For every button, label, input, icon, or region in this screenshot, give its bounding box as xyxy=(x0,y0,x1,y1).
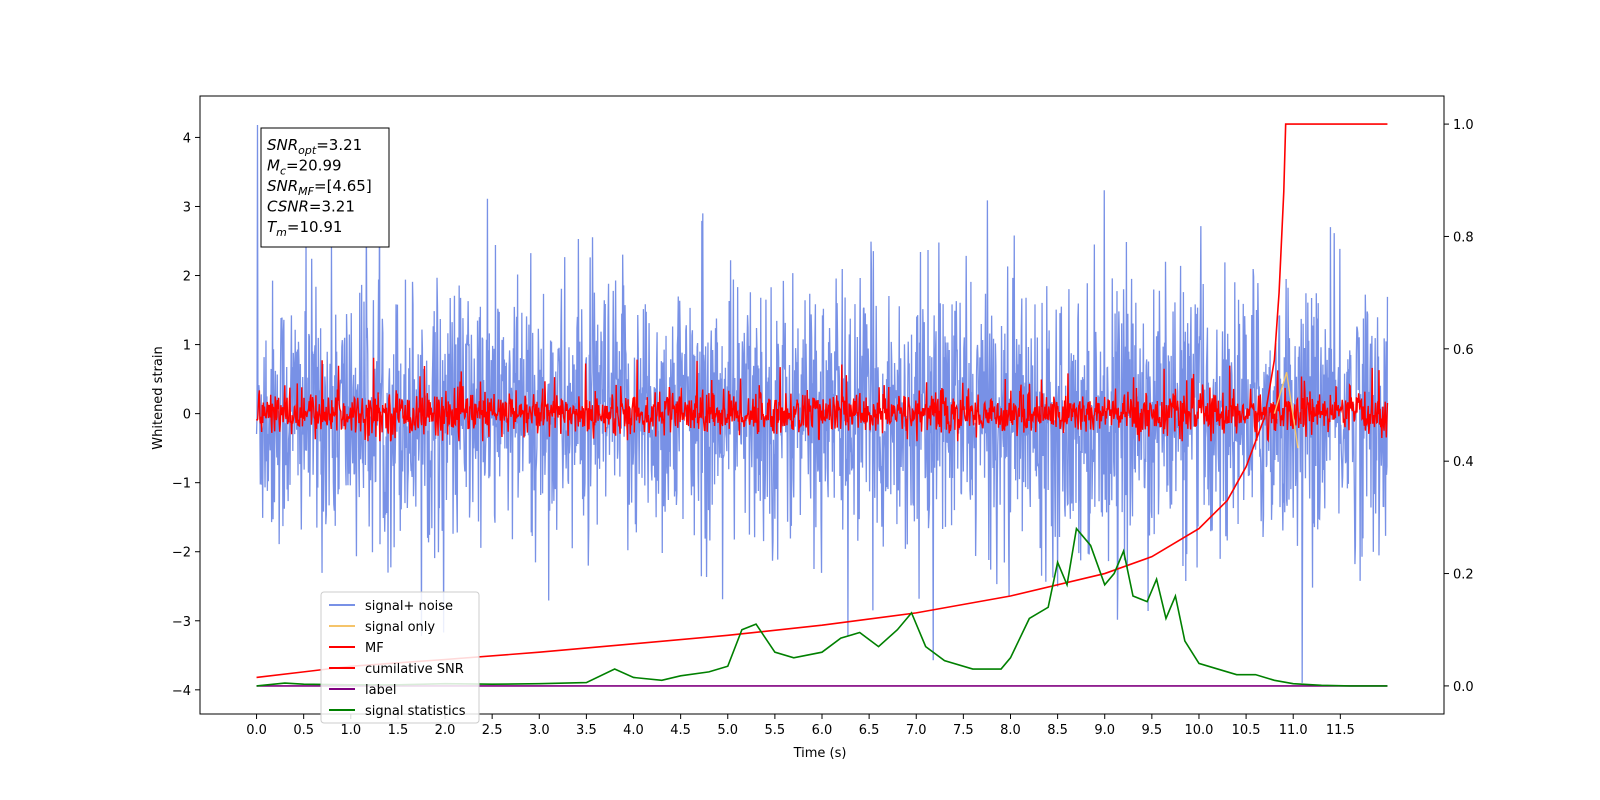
legend-label: signal+ noise xyxy=(365,599,453,614)
y-tick-label: 4 xyxy=(183,131,191,146)
x-tick-label: 4.5 xyxy=(670,723,691,738)
x-tick-label: 6.0 xyxy=(812,723,833,738)
legend-label: label xyxy=(365,683,396,698)
y-axis-label: Whitened strain xyxy=(151,346,166,449)
x-tick-label: 11.0 xyxy=(1279,723,1308,738)
legend-label: MF xyxy=(365,641,384,656)
y2-tick-label: 0.6 xyxy=(1453,343,1474,358)
x-tick-label: 5.0 xyxy=(717,723,738,738)
x-tick-label: 4.0 xyxy=(623,723,644,738)
x-tick-label: 2.5 xyxy=(482,723,503,738)
y-tick-label: −2 xyxy=(172,546,191,561)
x-tick-label: 10.5 xyxy=(1232,723,1261,738)
x-tick-label: 9.0 xyxy=(1094,723,1115,738)
y-tick-label: −4 xyxy=(172,684,191,699)
y-tick-label: 0 xyxy=(183,408,191,423)
x-tick-label: 0.5 xyxy=(293,723,314,738)
annotation-line: Mc=20.99 xyxy=(267,157,342,178)
annotation-box: SNRopt=3.21Mc=20.99SNRMF=[4.65]CSNR=3.21… xyxy=(260,127,390,248)
x-tick-label: 8.5 xyxy=(1047,723,1068,738)
x-tick-label: 8.0 xyxy=(1000,723,1021,738)
annotation-line: CSNR=3.21 xyxy=(267,198,355,216)
y2-tick-label: 0.0 xyxy=(1453,680,1474,695)
x-tick-label: 1.0 xyxy=(340,723,361,738)
y2-tick-label: 0.8 xyxy=(1453,230,1474,245)
x-tick-label: 10.0 xyxy=(1184,723,1213,738)
x-tick-label: 0.0 xyxy=(246,723,267,738)
y2-tick-label: 0.4 xyxy=(1453,455,1474,470)
y2-tick-label: 1.0 xyxy=(1453,118,1474,133)
y-tick-label: 2 xyxy=(183,270,191,285)
annotation-line: SNRMF=[4.65] xyxy=(267,177,372,198)
x-tick-label: 7.0 xyxy=(906,723,927,738)
annotation-line: SNRopt=3.21 xyxy=(267,136,362,157)
x-axis-label: Time (s) xyxy=(793,746,847,761)
y2-tick-label: 0.2 xyxy=(1453,568,1474,583)
legend-label: signal statistics xyxy=(365,704,466,719)
series-signal-only xyxy=(1273,372,1299,449)
legend-label: signal only xyxy=(365,620,435,635)
x-tick-label: 7.5 xyxy=(953,723,974,738)
annotation-line: Tm=10.91 xyxy=(267,218,342,239)
y-tick-label: 1 xyxy=(183,339,191,354)
x-tick-label: 3.0 xyxy=(529,723,550,738)
x-tick-label: 1.5 xyxy=(388,723,409,738)
legend: signal+ noise signal only MF cumilative SNR… xyxy=(320,591,480,724)
y-tick-label: −1 xyxy=(172,477,191,492)
series-mf xyxy=(255,357,1389,443)
x-tick-label: 3.5 xyxy=(576,723,597,738)
legend-label: cumilative SNR xyxy=(365,662,464,677)
y-tick-label: 3 xyxy=(183,200,191,215)
x-tick-label: 2.0 xyxy=(435,723,456,738)
series-cumulative-snr xyxy=(256,123,1388,679)
series-signal-statistics xyxy=(256,526,1388,687)
series-signal-noise xyxy=(255,124,1389,683)
axes: 0.0 0.5 1.0 1.5 2.0 2.5 3.0 3.5 4.0 4.5 5.0 5.5 6.0 6… xyxy=(172,95,1474,738)
x-tick-label: 6.5 xyxy=(859,723,880,738)
x-tick-label: 11.5 xyxy=(1326,723,1355,738)
x-tick-label: 5.5 xyxy=(765,723,786,738)
x-tick-label: 9.5 xyxy=(1142,723,1163,738)
y-tick-label: −3 xyxy=(172,615,191,630)
